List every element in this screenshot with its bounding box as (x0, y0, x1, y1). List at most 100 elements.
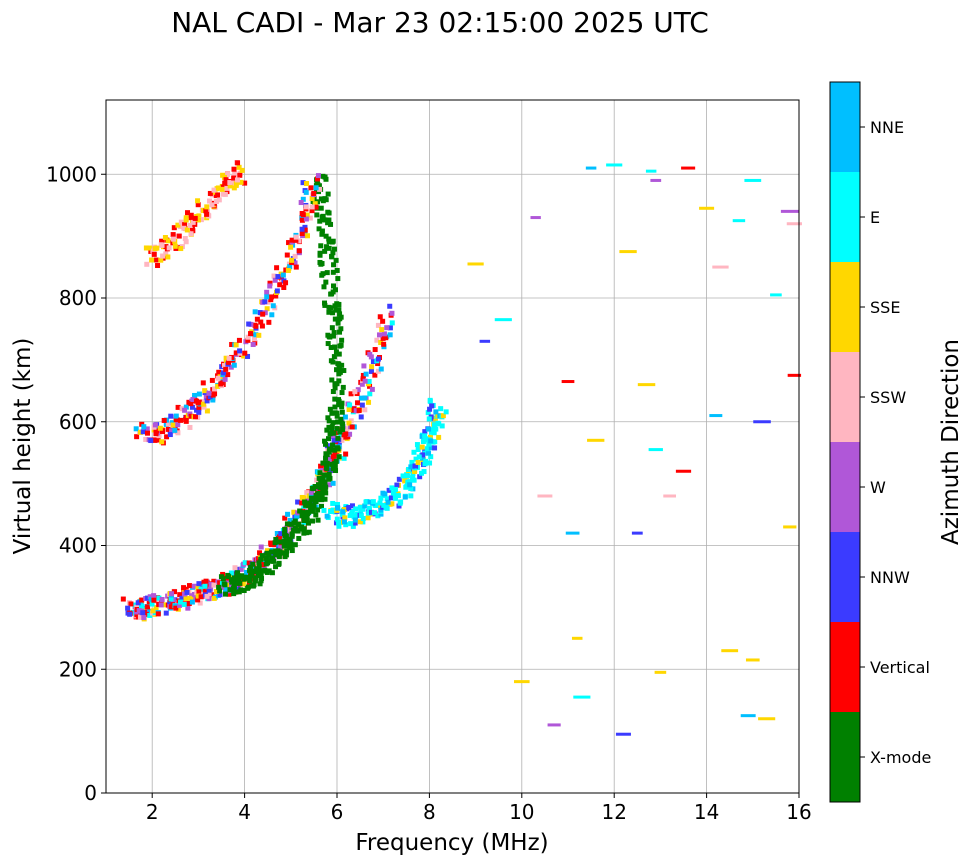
echo-point (355, 400, 361, 406)
echo-point (225, 372, 231, 378)
echo-point (165, 254, 171, 260)
echo-point (315, 517, 321, 523)
echo-point (163, 602, 169, 608)
echo-point (304, 490, 310, 496)
echo-point (251, 569, 257, 575)
echo-point (168, 596, 174, 602)
echo-point (355, 511, 361, 517)
echo-point (322, 248, 328, 254)
echo-point (402, 478, 408, 484)
echo-point (209, 592, 215, 598)
echo-point (322, 300, 328, 306)
echo-point (190, 228, 196, 234)
echo-point (227, 583, 233, 589)
echo-point (277, 282, 283, 288)
echo-point (400, 473, 406, 479)
echo-point (334, 267, 340, 273)
echo-point (175, 430, 181, 436)
echo-point (345, 434, 351, 440)
echo-point (372, 347, 378, 353)
y-tick-label: 200 (59, 657, 97, 681)
echo-point (299, 214, 305, 220)
echo-point (293, 234, 299, 240)
echo-point (329, 461, 335, 467)
echo-point (357, 519, 363, 525)
echo-point (188, 215, 194, 221)
echo-point (144, 426, 150, 432)
echo-point (330, 269, 336, 275)
echo-point (188, 231, 194, 237)
echo-point (192, 392, 198, 398)
echo-point (404, 483, 410, 489)
echo-point (330, 500, 336, 506)
echo-point (330, 250, 336, 256)
echo-point (264, 550, 270, 556)
echo-point (411, 477, 417, 483)
echo-point (381, 331, 387, 337)
echo-point (420, 439, 426, 445)
echo-point (300, 212, 306, 218)
echo-point (165, 426, 171, 432)
echo-point (168, 413, 174, 419)
echo-point (186, 601, 192, 607)
echo-point (183, 239, 189, 245)
echo-point (332, 344, 338, 350)
echo-point (561, 380, 575, 384)
echo-point (425, 410, 431, 416)
echo-point (231, 591, 237, 597)
plot-frame (105, 99, 800, 794)
echo-point (332, 410, 338, 416)
echo-point (247, 567, 253, 573)
echo-point (421, 469, 427, 475)
echo-point (336, 307, 342, 313)
echo-point (264, 548, 270, 554)
echo-point (182, 236, 188, 242)
echo-point (376, 332, 382, 338)
echo-point (296, 248, 302, 254)
echo-point (312, 483, 318, 489)
echo-point (340, 426, 346, 432)
echo-point (654, 670, 667, 674)
echo-point (428, 454, 434, 460)
colorbar-tick-label: E (870, 208, 880, 227)
echo-point (220, 370, 226, 376)
echo-point (387, 325, 393, 331)
echo-point (389, 310, 395, 316)
echo-point (378, 366, 384, 372)
echo-point (336, 402, 342, 408)
echo-point (188, 595, 194, 601)
echo-point (326, 418, 332, 424)
echo-point (165, 421, 171, 427)
echo-point (319, 497, 325, 503)
colorbar-segment (830, 532, 860, 622)
echo-point (362, 503, 368, 509)
echo-point (171, 225, 177, 231)
echo-point (330, 453, 336, 459)
echo-point (189, 225, 195, 231)
echo-point (427, 460, 433, 466)
echo-point (426, 426, 432, 432)
echo-point (181, 585, 187, 591)
echo-point (254, 316, 260, 322)
echo-point (159, 242, 165, 248)
echo-point (176, 233, 182, 239)
echo-point (273, 293, 279, 299)
echo-point (299, 494, 305, 500)
echo-point (211, 578, 217, 584)
echo-point (161, 417, 167, 423)
echo-point (222, 180, 228, 186)
echo-point (732, 219, 746, 223)
echo-point (405, 473, 411, 479)
echo-point (238, 587, 244, 593)
echo-point (330, 389, 336, 395)
echo-point (388, 495, 394, 501)
echo-point (225, 171, 231, 177)
echo-point (272, 540, 278, 546)
echo-point (301, 510, 307, 516)
echo-point (428, 429, 434, 435)
echo-point (316, 226, 322, 232)
echo-point (431, 422, 437, 428)
echo-point (721, 649, 739, 653)
echo-point (196, 405, 202, 411)
echo-point (770, 293, 782, 297)
